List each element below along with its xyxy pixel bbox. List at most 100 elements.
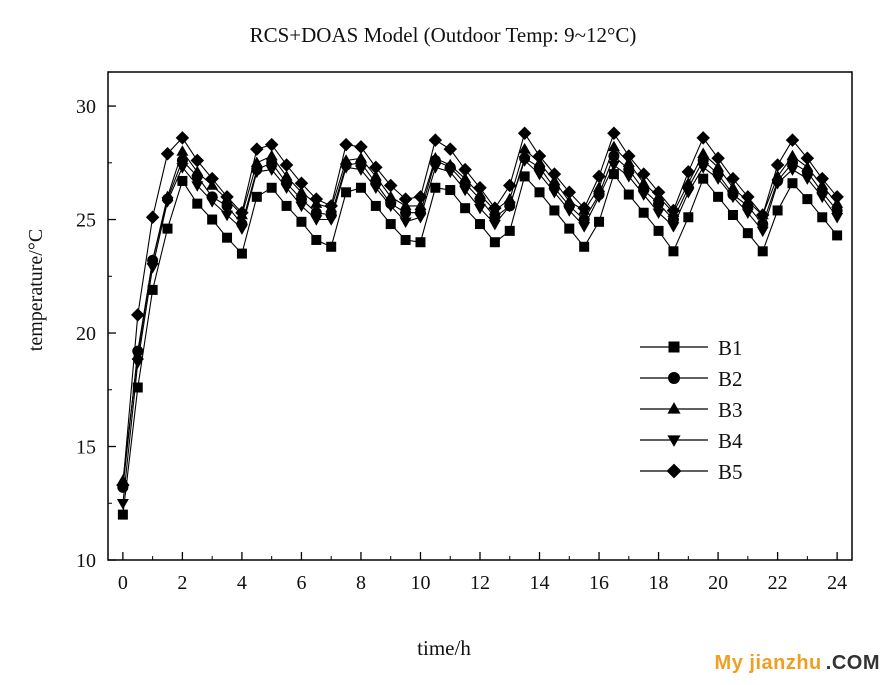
- data-point-b4: [607, 160, 620, 172]
- y-tick-label: 20: [76, 323, 96, 345]
- data-point-b1: [207, 214, 218, 225]
- data-point-b3: [146, 254, 159, 265]
- series-b1: [117, 169, 843, 520]
- data-point-b4: [786, 165, 799, 176]
- data-point-b1: [192, 198, 203, 209]
- data-point-b5: [428, 133, 443, 147]
- x-tick-label: 4: [237, 572, 247, 594]
- data-point-b1: [817, 212, 828, 223]
- data-point-b5: [726, 171, 740, 186]
- data-point-b3: [444, 158, 457, 170]
- data-point-b5: [324, 199, 338, 213]
- x-tick-label: 2: [177, 572, 187, 594]
- legend-label: B4: [718, 429, 743, 453]
- data-point-b4: [682, 188, 695, 199]
- data-point-b5: [443, 142, 457, 156]
- data-point-b3: [637, 176, 650, 188]
- data-point-b3: [176, 145, 189, 156]
- data-point-b1: [579, 241, 590, 252]
- data-point-b4: [756, 226, 769, 238]
- data-point-b5: [190, 153, 205, 168]
- data-point-b4: [712, 174, 725, 185]
- data-point-b5: [517, 126, 532, 141]
- data-point-b1: [460, 203, 471, 214]
- data-point-b3: [682, 176, 695, 188]
- legend-marker: [667, 371, 681, 385]
- data-point-b4: [771, 178, 784, 190]
- data-point-b3: [295, 186, 308, 197]
- data-point-b1: [549, 205, 560, 216]
- legend-item-b5: B5: [640, 460, 743, 484]
- data-point-b4: [503, 201, 516, 213]
- legend-label: B5: [718, 460, 743, 484]
- data-point-b5: [607, 126, 621, 141]
- data-point-b5: [830, 190, 844, 204]
- data-point-b4: [116, 499, 129, 510]
- data-point-b1: [177, 175, 188, 186]
- data-point-b1: [757, 246, 768, 257]
- data-point-b1: [355, 182, 366, 193]
- data-point-b4: [801, 174, 814, 185]
- data-point-b4: [459, 185, 472, 197]
- data-point-b4: [340, 163, 353, 174]
- data-point-b1: [415, 237, 426, 248]
- data-point-b1: [266, 182, 277, 193]
- data-point-b5: [413, 190, 428, 204]
- legend-item-b4: B4: [640, 429, 743, 453]
- data-point-b1: [698, 173, 709, 184]
- data-point-b4: [444, 167, 457, 179]
- data-point-b4: [831, 213, 844, 224]
- data-point-b1: [162, 223, 173, 234]
- data-point-b4: [235, 224, 248, 235]
- data-point-b4: [369, 183, 382, 195]
- data-point-b4: [548, 188, 561, 199]
- legend-marker: [666, 463, 682, 479]
- x-tick-label: 24: [827, 572, 847, 594]
- data-point-b1: [296, 216, 307, 227]
- data-point-b3: [369, 170, 382, 181]
- data-point-b3: [340, 154, 353, 165]
- data-point-b1: [430, 182, 441, 193]
- legend-marker: [667, 435, 681, 447]
- data-point-b4: [667, 222, 680, 233]
- data-point-b4: [221, 210, 234, 222]
- data-point-b3: [131, 349, 144, 360]
- data-point-b4: [652, 208, 665, 219]
- data-point-b4: [250, 167, 263, 179]
- data-point-b5: [175, 131, 190, 145]
- data-point-b4: [429, 163, 442, 174]
- legend-label: B3: [718, 398, 743, 422]
- x-tick-label: 12: [470, 572, 490, 594]
- data-point-b1: [683, 212, 694, 223]
- x-tick-label: 16: [589, 572, 609, 594]
- data-point-b5: [741, 190, 755, 204]
- x-tick-label: 10: [410, 572, 430, 594]
- data-point-b5: [398, 192, 413, 206]
- data-point-b5: [651, 185, 666, 200]
- data-point-b1: [489, 237, 500, 248]
- data-point-b1: [668, 246, 679, 257]
- data-point-b4: [191, 181, 204, 192]
- data-point-b4: [533, 169, 546, 181]
- data-point-b1: [653, 225, 664, 236]
- plot-area-frame: [107, 71, 853, 561]
- watermark-logo: My jianzhu .COM: [715, 652, 880, 675]
- data-point-b4: [325, 215, 338, 226]
- data-point-b4: [741, 208, 754, 219]
- legend-marker: [668, 341, 680, 353]
- data-point-b4: [310, 215, 323, 226]
- data-point-b3: [801, 161, 814, 172]
- data-point-b4: [563, 206, 576, 217]
- data-point-b5: [622, 149, 636, 163]
- data-point-b4: [399, 217, 412, 229]
- data-point-b3: [250, 156, 263, 168]
- data-point-b4: [161, 197, 174, 208]
- data-point-b4: [697, 163, 710, 174]
- data-point-b5: [711, 151, 725, 166]
- data-point-b5: [383, 178, 398, 193]
- data-point-b5: [160, 146, 175, 161]
- legend-label: B2: [718, 367, 743, 391]
- data-point-b5: [458, 162, 472, 177]
- data-point-b5: [755, 208, 770, 222]
- series-layer: [116, 126, 844, 520]
